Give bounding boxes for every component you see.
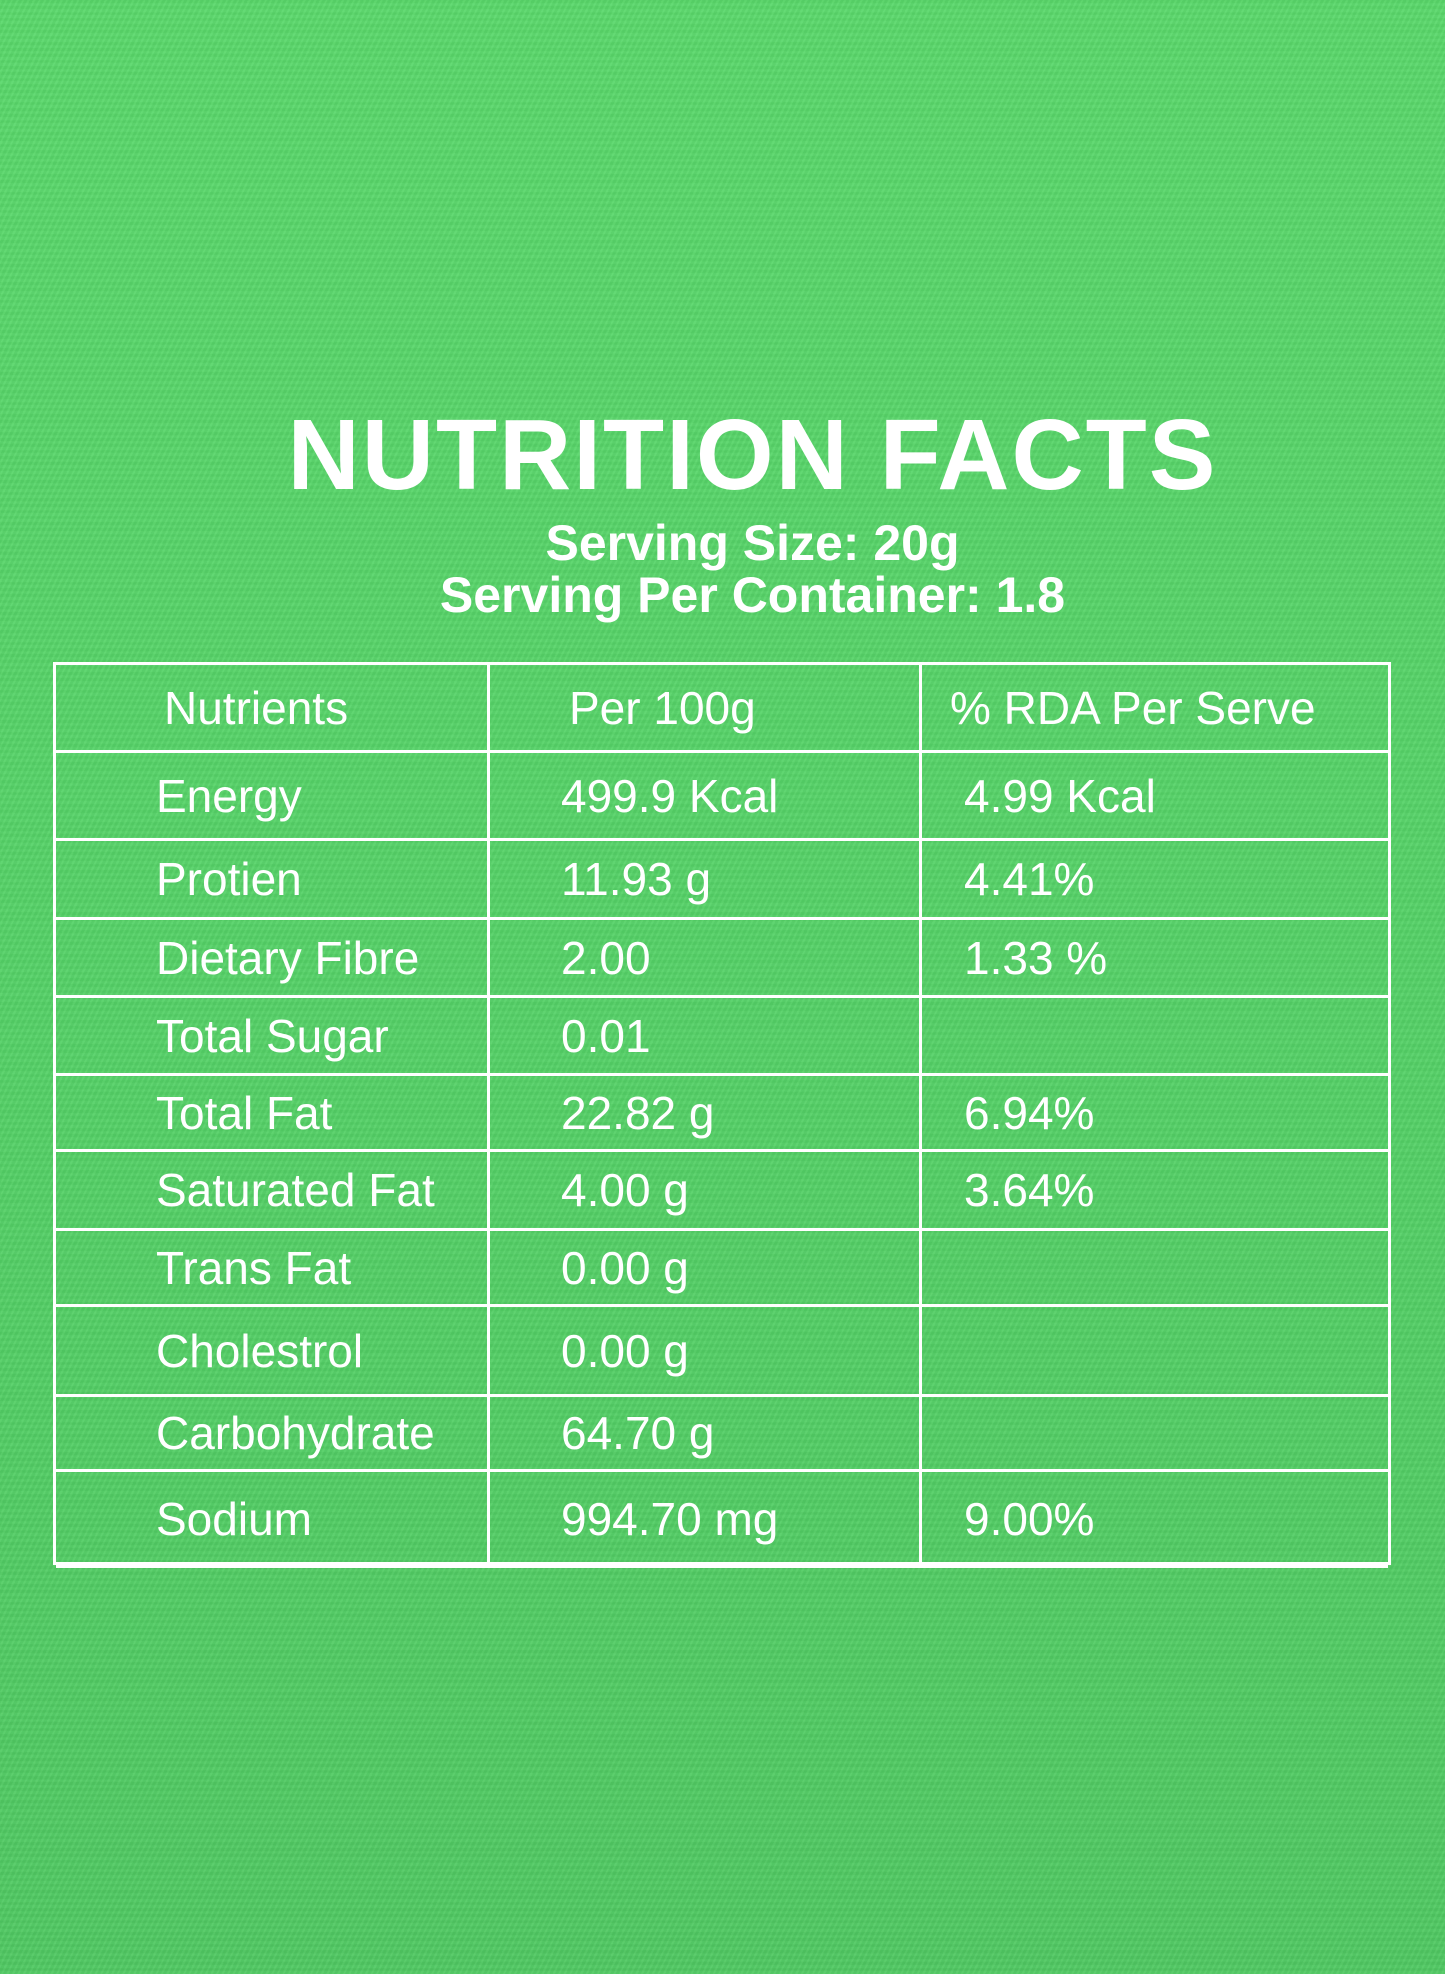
nutrient-name: Saturated Fat [156, 1164, 435, 1216]
serving-size: Serving Size: 20g [545, 515, 960, 571]
rda-value: 3.64% [964, 1164, 1095, 1216]
rda-value: 9.00% [964, 1492, 1095, 1545]
nutrient-name: Protien [156, 853, 302, 905]
nutrient-name: Dietary Fibre [156, 931, 420, 984]
per-100g-value: 499.9 Kcal [561, 769, 779, 822]
per-100g-value: 994.70 mg [561, 1492, 779, 1545]
rda-value: 1.33 % [964, 931, 1108, 984]
nutrient-name: Trans Fat [156, 1241, 352, 1294]
table-row: Energy 499.9 Kcal 4.99 Kcal [56, 753, 1388, 841]
table-row: Cholestrol 0.00 g [56, 1307, 1388, 1397]
page-title: NUTRITION FACTS [287, 399, 1218, 511]
nutrient-name: Cholestrol [156, 1324, 364, 1377]
table-row: Total Fat 22.82 g 6.94% [56, 1076, 1388, 1152]
table-row: Saturated Fat 4.00 g 3.64% [56, 1152, 1388, 1231]
header-per-100g: Per 100g [569, 681, 756, 734]
serving-per-container: Serving Per Container: 1.8 [439, 567, 1066, 623]
per-100g-value: 11.93 g [561, 853, 712, 905]
per-100g-value: 2.00 [561, 931, 651, 984]
per-100g-value: 0.00 g [561, 1324, 689, 1377]
table-row: Sodium 994.70 mg 9.00% [56, 1472, 1388, 1568]
nutrient-name: Carbohydrate [156, 1407, 435, 1459]
header-nutrients: Nutrients [164, 681, 349, 734]
table-header-row: Nutrients Per 100g % RDA Per Serve [56, 665, 1388, 753]
per-100g-value: 64.70 g [561, 1407, 715, 1459]
nutrient-name: Total Sugar [156, 1009, 389, 1062]
per-100g-value: 4.00 g [561, 1164, 689, 1216]
rda-value: 4.99 Kcal [964, 769, 1156, 822]
rda-value: 6.94% [964, 1086, 1095, 1139]
table-row: Trans Fat 0.00 g [56, 1231, 1388, 1307]
column-divider [919, 665, 922, 1562]
table-row: Carbohydrate 64.70 g [56, 1397, 1388, 1472]
rda-value: 4.41% [964, 853, 1095, 905]
nutrient-name: Total Fat [156, 1086, 333, 1139]
nutrient-name: Sodium [156, 1492, 312, 1545]
per-100g-value: 22.82 g [561, 1086, 715, 1139]
header-rda: % RDA Per Serve [950, 681, 1316, 734]
table-row: Dietary Fibre 2.00 1.33 % [56, 920, 1388, 998]
column-divider [487, 665, 490, 1562]
table-row: Total Sugar 0.01 [56, 998, 1388, 1076]
nutrient-name: Energy [156, 769, 302, 822]
per-100g-value: 0.00 g [561, 1241, 689, 1294]
table-row: Protien 11.93 g 4.41% [56, 841, 1388, 920]
per-100g-value: 0.01 [561, 1009, 651, 1062]
